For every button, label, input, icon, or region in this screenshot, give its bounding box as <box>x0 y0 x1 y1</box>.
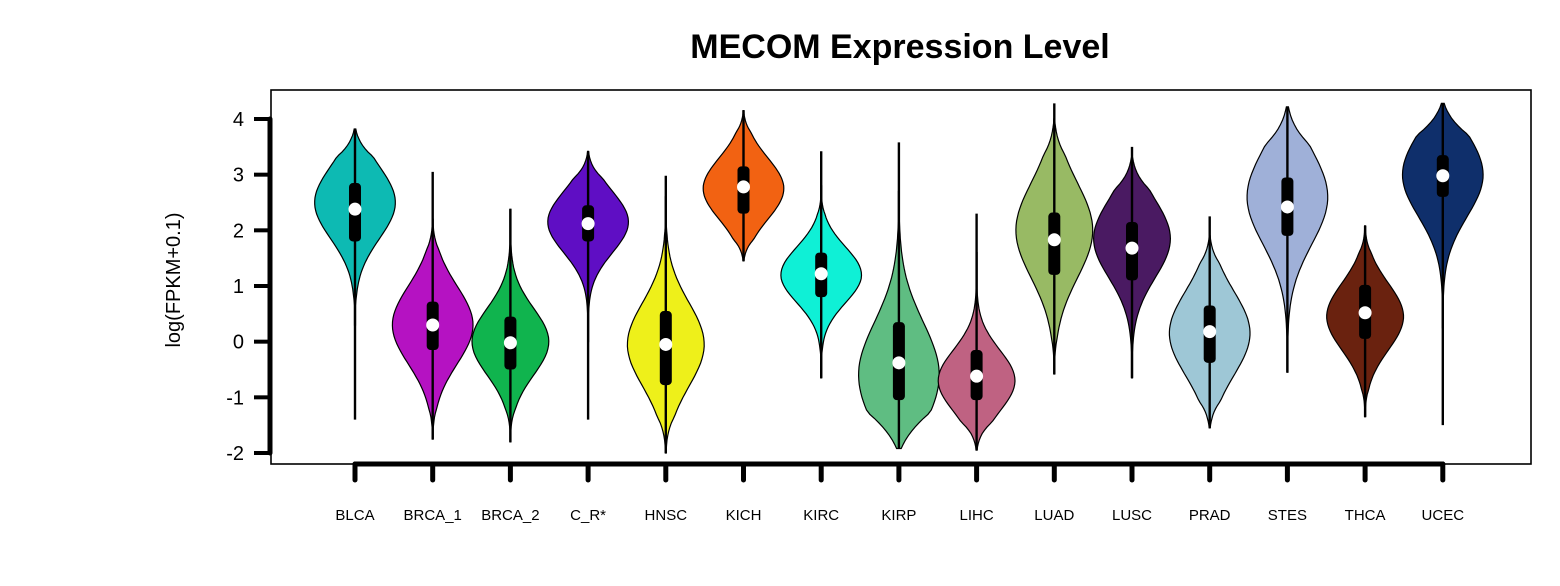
violin-median-point <box>1358 306 1372 320</box>
x-tick-label: LUSC <box>1112 507 1152 524</box>
y-tick-label: 0 <box>233 332 244 354</box>
violin-median-point <box>1280 200 1294 214</box>
y-axis-label: log(FPKM+0.1) <box>163 212 185 347</box>
x-tick-label: BRCA_2 <box>481 507 539 524</box>
violin-median-point <box>892 356 906 370</box>
violin-brca-2 <box>471 208 550 443</box>
violin-hnsc <box>626 175 705 454</box>
y-tick-label: 3 <box>233 165 244 187</box>
x-tick-label: LUAD <box>1034 507 1074 524</box>
violin-median-point <box>426 318 440 332</box>
violin-median-point <box>348 202 362 216</box>
y-axis: 4 3 2 1 0 -1 -2 <box>226 109 273 465</box>
violin-thca <box>1326 225 1405 418</box>
violin-median-point <box>1203 325 1217 339</box>
chart-title: MECOM Expression Level <box>690 28 1109 66</box>
y-tick-label: 1 <box>233 276 244 298</box>
x-tick-label: KIRC <box>803 507 839 524</box>
x-tick-label: THCA <box>1345 507 1386 524</box>
violin-brca-1 <box>391 171 474 440</box>
violin-stes <box>1246 106 1329 373</box>
violin-median-point <box>503 336 517 350</box>
x-tick-label: BLCA <box>335 507 374 524</box>
violin-median-point <box>659 337 673 351</box>
y-tick-label: 2 <box>233 220 244 242</box>
x-tick-label: HNSC <box>645 507 688 524</box>
x-tick-label: UCEC <box>1422 507 1465 524</box>
x-tick-label: KICH <box>726 507 762 524</box>
violin-kirp <box>857 142 940 450</box>
violin-median-point <box>1436 169 1450 183</box>
violin-median-point <box>970 369 984 383</box>
x-axis: BLCA BRCA_1 BRCA_2 C_R* HNSC KICH KIRC KIRP LIHC… <box>335 461 1465 524</box>
violin-kich <box>702 110 785 262</box>
violin-median-point <box>737 180 750 194</box>
violin-median-point <box>814 267 828 281</box>
violin-median-point <box>1125 241 1139 255</box>
x-tick-label: C_R* <box>570 507 606 524</box>
violin-lusc <box>1092 146 1172 379</box>
x-tick-label: STES <box>1268 507 1307 524</box>
x-tick-label: BRCA_1 <box>404 507 462 524</box>
violin-prad <box>1168 216 1251 429</box>
violin-kirc <box>780 151 863 379</box>
violin-ucec <box>1401 102 1484 426</box>
violin-luad <box>1015 103 1094 375</box>
violin-c-r- <box>547 150 630 420</box>
violins-layer <box>314 102 1484 454</box>
violin-median-point <box>1047 233 1061 247</box>
x-tick-label: LIHC <box>960 507 994 524</box>
y-tick-label: 4 <box>233 109 244 131</box>
violin-blca <box>314 128 396 420</box>
y-tick-label: -2 <box>226 443 244 465</box>
x-tick-label: KIRP <box>881 507 916 524</box>
violin-lihc <box>937 213 1016 451</box>
violin-median-point <box>581 217 595 231</box>
y-tick-label: -1 <box>226 387 244 409</box>
x-tick-label: PRAD <box>1189 507 1231 524</box>
